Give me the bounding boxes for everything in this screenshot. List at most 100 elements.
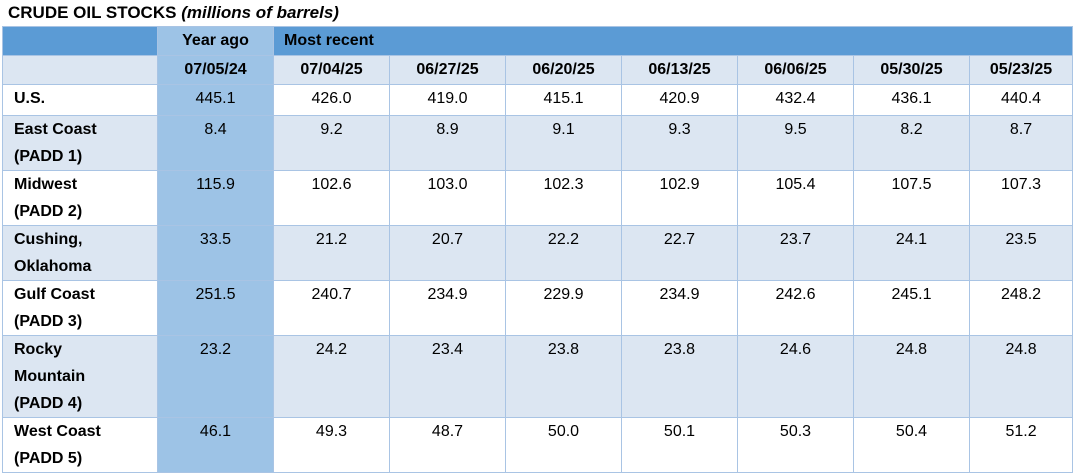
cell-value: 234.9 — [621, 280, 738, 336]
region-name-line: Gulf Coast — [14, 286, 95, 303]
cell-value: 107.5 — [853, 170, 970, 226]
table-row: Rocky Mountain (PADD 4) 23.2 24.2 23.4 23.8 23.… — [2, 335, 1074, 418]
cell-value: 8.2 — [853, 115, 970, 171]
cell-value: 23.5 — [968, 225, 1074, 281]
region-name-line: (PADD 2) — [14, 203, 83, 220]
region-name-line: West Coast — [14, 423, 101, 440]
cell-value: 21.2 — [273, 225, 390, 281]
region-name: Cushing, Oklahoma — [2, 225, 158, 281]
cell-value: 50.0 — [505, 417, 622, 473]
cell-value: 50.1 — [621, 417, 738, 473]
region-name: Gulf Coast (PADD 3) — [2, 280, 158, 336]
cell-value: 432.4 — [737, 84, 854, 116]
table-body: U.S. 445.1 426.0 419.0 415.1 420.9 432.4 436.1 4… — [2, 84, 1074, 473]
cell-value: 50.4 — [853, 417, 970, 473]
cell-value: 102.6 — [273, 170, 390, 226]
cell-value: 23.4 — [389, 335, 506, 418]
cell-year-ago: 8.4 — [157, 115, 274, 171]
region-name: U.S. — [2, 84, 158, 116]
cell-value: 415.1 — [505, 84, 622, 116]
region-name-line: East Coast — [14, 121, 97, 138]
cell-value: 8.9 — [389, 115, 506, 171]
cell-value: 103.0 — [389, 170, 506, 226]
table-row: Cushing, Oklahoma 33.5 21.2 20.7 22.2 22.7 23.7… — [2, 225, 1074, 281]
region-name-line: Rocky — [14, 341, 63, 358]
region-name: East Coast (PADD 1) — [2, 115, 158, 171]
cell-value: 49.3 — [273, 417, 390, 473]
cell-year-ago: 115.9 — [157, 170, 274, 226]
header-date: 07/04/25 — [273, 55, 390, 85]
cell-year-ago: 445.1 — [157, 84, 274, 116]
header-date: 06/06/25 — [737, 55, 854, 85]
cell-year-ago: 46.1 — [157, 417, 274, 473]
cell-value: 9.5 — [737, 115, 854, 171]
region-name-line: Mountain — [14, 368, 86, 385]
cell-year-ago: 23.2 — [157, 335, 274, 418]
header-date: 06/13/25 — [621, 55, 738, 85]
header-date: 06/27/25 — [389, 55, 506, 85]
cell-value: 9.3 — [621, 115, 738, 171]
header-corner-dates — [2, 55, 158, 85]
region-name: Midwest (PADD 2) — [2, 170, 158, 226]
cell-value: 102.3 — [505, 170, 622, 226]
table-row: Midwest (PADD 2) 115.9 102.6 103.0 102.3 102.9… — [2, 170, 1074, 226]
table-row: East Coast (PADD 1) 8.4 9.2 8.9 9.1 9.3 9.5 8.2 8… — [2, 115, 1074, 171]
cell-value: 440.4 — [968, 84, 1074, 116]
header-row-dates: 07/05/24 07/04/25 06/27/25 06/20/25 06/1… — [2, 55, 1074, 85]
region-name: Rocky Mountain (PADD 4) — [2, 335, 158, 418]
cell-value: 107.3 — [968, 170, 1074, 226]
region-name-line: Cushing, — [14, 231, 83, 248]
cell-value: 24.1 — [853, 225, 970, 281]
cell-value: 22.2 — [505, 225, 622, 281]
cell-value: 9.1 — [505, 115, 622, 171]
region-name-line: (PADD 4) — [14, 395, 83, 412]
cell-value: 9.2 — [273, 115, 390, 171]
table-title: CRUDE OIL STOCKS (millions of barrels) — [8, 2, 339, 24]
cell-value: 436.1 — [853, 84, 970, 116]
region-name-line: Oklahoma — [14, 258, 92, 275]
cell-value: 420.9 — [621, 84, 738, 116]
region-name-line: (PADD 3) — [14, 313, 83, 330]
cell-value: 229.9 — [505, 280, 622, 336]
cell-value: 240.7 — [273, 280, 390, 336]
region-name-line: U.S. — [14, 90, 46, 107]
table-row: U.S. 445.1 426.0 419.0 415.1 420.9 432.4 436.1 4… — [2, 84, 1074, 116]
header-corner — [2, 26, 158, 56]
cell-value: 23.8 — [621, 335, 738, 418]
cell-value: 8.7 — [968, 115, 1074, 171]
header-date: 05/23/25 — [968, 55, 1074, 85]
header-most-recent: Most recent — [272, 26, 1074, 56]
cell-value: 242.6 — [737, 280, 854, 336]
cell-value: 23.8 — [505, 335, 622, 418]
cell-value: 48.7 — [389, 417, 506, 473]
header-date: 07/05/24 — [157, 55, 274, 85]
cell-value: 426.0 — [273, 84, 390, 116]
cell-value: 24.2 — [273, 335, 390, 418]
table-row: West Coast (PADD 5) 46.1 49.3 48.7 50.0 50.1 50… — [2, 417, 1074, 473]
header-row-periods: Year ago Most recent — [2, 26, 1074, 56]
cell-value: 245.1 — [853, 280, 970, 336]
cell-value: 234.9 — [389, 280, 506, 336]
cell-year-ago: 251.5 — [157, 280, 274, 336]
cell-value: 51.2 — [968, 417, 1074, 473]
header-date: 06/20/25 — [505, 55, 622, 85]
header-date: 05/30/25 — [853, 55, 970, 85]
region-name-line: (PADD 1) — [14, 148, 83, 165]
title-units: (millions of barrels) — [181, 3, 339, 22]
cell-value: 20.7 — [389, 225, 506, 281]
table-row: Gulf Coast (PADD 3) 251.5 240.7 234.9 229.9 23… — [2, 280, 1074, 336]
crude-oil-stocks-table: Year ago Most recent 07/05/24 07/04/25 0… — [2, 26, 1074, 473]
cell-value: 24.8 — [968, 335, 1074, 418]
cell-value: 23.7 — [737, 225, 854, 281]
title-main: CRUDE OIL STOCKS — [8, 3, 177, 22]
cell-value: 105.4 — [737, 170, 854, 226]
cell-value: 24.8 — [853, 335, 970, 418]
cell-value: 419.0 — [389, 84, 506, 116]
cell-year-ago: 33.5 — [157, 225, 274, 281]
region-name-line: Midwest — [14, 176, 78, 193]
cell-value: 50.3 — [737, 417, 854, 473]
cell-value: 24.6 — [737, 335, 854, 418]
region-name-line: (PADD 5) — [14, 450, 83, 467]
cell-value: 22.7 — [621, 225, 738, 281]
cell-value: 102.9 — [621, 170, 738, 226]
